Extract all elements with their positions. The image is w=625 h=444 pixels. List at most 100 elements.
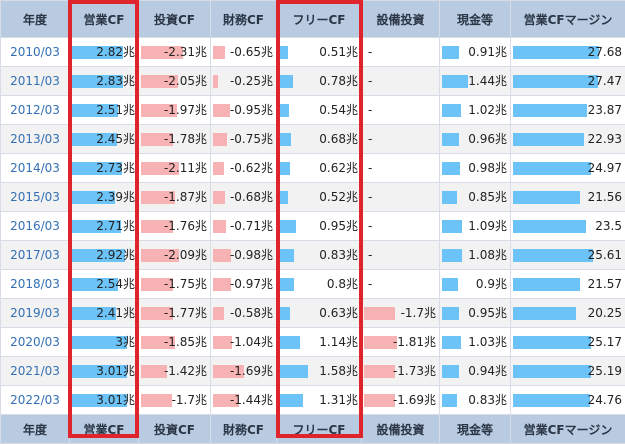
cell-financing-cf: -0.71兆 bbox=[211, 212, 277, 241]
year-link[interactable]: 2020/03 bbox=[1, 328, 70, 357]
cell-value: -0.97兆 bbox=[211, 270, 276, 298]
cell-value: 0.94兆 bbox=[440, 357, 510, 385]
cell-value: 2.92兆 bbox=[70, 241, 138, 269]
year-link[interactable]: 2012/03 bbox=[1, 96, 70, 125]
year-link[interactable]: 2016/03 bbox=[1, 212, 70, 241]
cell-value: -2.31兆 bbox=[139, 38, 210, 66]
cell-value: -0.62兆 bbox=[211, 154, 276, 182]
cell-cash: 0.96兆 bbox=[440, 125, 511, 154]
col-header-cash: 現金等 bbox=[440, 1, 511, 38]
cell-financing-cf: -1.04兆 bbox=[211, 328, 277, 357]
cell-op-cf-margin: 21.57 bbox=[511, 270, 625, 299]
cell-op-cf-margin: 25.61 bbox=[511, 241, 625, 270]
cell-value: -0.68兆 bbox=[211, 183, 276, 211]
cell-free-cf: 0.95兆 bbox=[277, 212, 362, 241]
cell-value: 2.83兆 bbox=[70, 67, 138, 95]
cell-free-cf: 0.51兆 bbox=[277, 38, 362, 67]
cell-capex: -1.69兆 bbox=[362, 386, 440, 415]
cell-financing-cf: -0.25兆 bbox=[211, 67, 277, 96]
year-link[interactable]: 2014/03 bbox=[1, 154, 70, 183]
cell-financing-cf: -0.95兆 bbox=[211, 96, 277, 125]
cell-value: -1.81兆 bbox=[362, 328, 439, 356]
cell-op-cf-margin: 23.87 bbox=[511, 96, 625, 125]
cell-value: - bbox=[362, 125, 439, 153]
cell-operating-cf: 2.41兆 bbox=[70, 299, 139, 328]
cell-operating-cf: 3兆 bbox=[70, 328, 139, 357]
cell-value: -2.11兆 bbox=[139, 154, 210, 182]
cell-cash: 1.44兆 bbox=[440, 67, 511, 96]
cell-value: -1.44兆 bbox=[211, 386, 276, 414]
footer-cash: 現金等 bbox=[440, 415, 511, 444]
cell-value: -2.09兆 bbox=[139, 241, 210, 269]
cell-investing-cf: -1.42兆 bbox=[139, 357, 211, 386]
cell-value: 0.95兆 bbox=[277, 212, 361, 240]
cell-value: 0.9兆 bbox=[440, 270, 510, 298]
year-link[interactable]: 2015/03 bbox=[1, 183, 70, 212]
cell-value: 1.44兆 bbox=[440, 67, 510, 95]
cell-cash: 1.08兆 bbox=[440, 241, 511, 270]
cell-value: 0.8兆 bbox=[277, 270, 361, 298]
cell-value: -0.75兆 bbox=[211, 125, 276, 153]
cell-value: 0.91兆 bbox=[440, 38, 510, 66]
cell-operating-cf: 2.45兆 bbox=[70, 125, 139, 154]
cell-op-cf-margin: 20.25 bbox=[511, 299, 625, 328]
cell-op-cf-margin: 23.5 bbox=[511, 212, 625, 241]
cell-cash: 0.91兆 bbox=[440, 38, 511, 67]
cell-value: - bbox=[362, 183, 439, 211]
cell-value: 27.68 bbox=[511, 38, 625, 66]
cell-value: -1.87兆 bbox=[139, 183, 210, 211]
cell-value: 27.47 bbox=[511, 67, 625, 95]
cell-value: 0.85兆 bbox=[440, 183, 510, 211]
cell-op-cf-margin: 22.93 bbox=[511, 125, 625, 154]
cell-operating-cf: 2.51兆 bbox=[70, 96, 139, 125]
cell-free-cf: 0.8兆 bbox=[277, 270, 362, 299]
cell-investing-cf: -2.11兆 bbox=[139, 154, 211, 183]
header-row: 年度 営業CF 投資CF 財務CF フリーCF 設備投資 現金等 営業CFマージ… bbox=[1, 1, 625, 38]
cell-value: 21.57 bbox=[511, 270, 625, 298]
year-link[interactable]: 2021/03 bbox=[1, 357, 70, 386]
cell-value: 0.52兆 bbox=[277, 183, 361, 211]
cell-value: -1.75兆 bbox=[139, 270, 210, 298]
year-link[interactable]: 2018/03 bbox=[1, 270, 70, 299]
cell-operating-cf: 3.01兆 bbox=[70, 357, 139, 386]
cell-value: 2.45兆 bbox=[70, 125, 138, 153]
cell-cash: 0.9兆 bbox=[440, 270, 511, 299]
cell-free-cf: 0.78兆 bbox=[277, 67, 362, 96]
cell-value: - bbox=[362, 212, 439, 240]
cell-financing-cf: -0.65兆 bbox=[211, 38, 277, 67]
cell-cash: 1.09兆 bbox=[440, 212, 511, 241]
cell-free-cf: 0.52兆 bbox=[277, 183, 362, 212]
cell-value: -1.7兆 bbox=[362, 299, 439, 327]
year-link[interactable]: 2013/03 bbox=[1, 125, 70, 154]
cell-value: 2.73兆 bbox=[70, 154, 138, 182]
year-link[interactable]: 2022/03 bbox=[1, 386, 70, 415]
cell-free-cf: 0.83兆 bbox=[277, 241, 362, 270]
cell-free-cf: 0.54兆 bbox=[277, 96, 362, 125]
cell-value: 2.51兆 bbox=[70, 96, 138, 124]
cell-financing-cf: -0.98兆 bbox=[211, 241, 277, 270]
cell-capex: - bbox=[362, 154, 440, 183]
cell-value: 1.02兆 bbox=[440, 96, 510, 124]
cell-value: -2.05兆 bbox=[139, 67, 210, 95]
cell-value: 3.01兆 bbox=[70, 357, 138, 385]
cell-value: -0.98兆 bbox=[211, 241, 276, 269]
year-link[interactable]: 2017/03 bbox=[1, 241, 70, 270]
year-link[interactable]: 2011/03 bbox=[1, 67, 70, 96]
footer-investing-cf: 投資CF bbox=[139, 415, 211, 444]
cell-value: - bbox=[362, 38, 439, 66]
cell-investing-cf: -1.77兆 bbox=[139, 299, 211, 328]
year-link[interactable]: 2019/03 bbox=[1, 299, 70, 328]
year-link[interactable]: 2010/03 bbox=[1, 38, 70, 67]
cell-capex: - bbox=[362, 38, 440, 67]
cell-value: 3兆 bbox=[70, 328, 138, 356]
cell-financing-cf: -1.44兆 bbox=[211, 386, 277, 415]
cell-operating-cf: 3.01兆 bbox=[70, 386, 139, 415]
cell-capex: -1.73兆 bbox=[362, 357, 440, 386]
